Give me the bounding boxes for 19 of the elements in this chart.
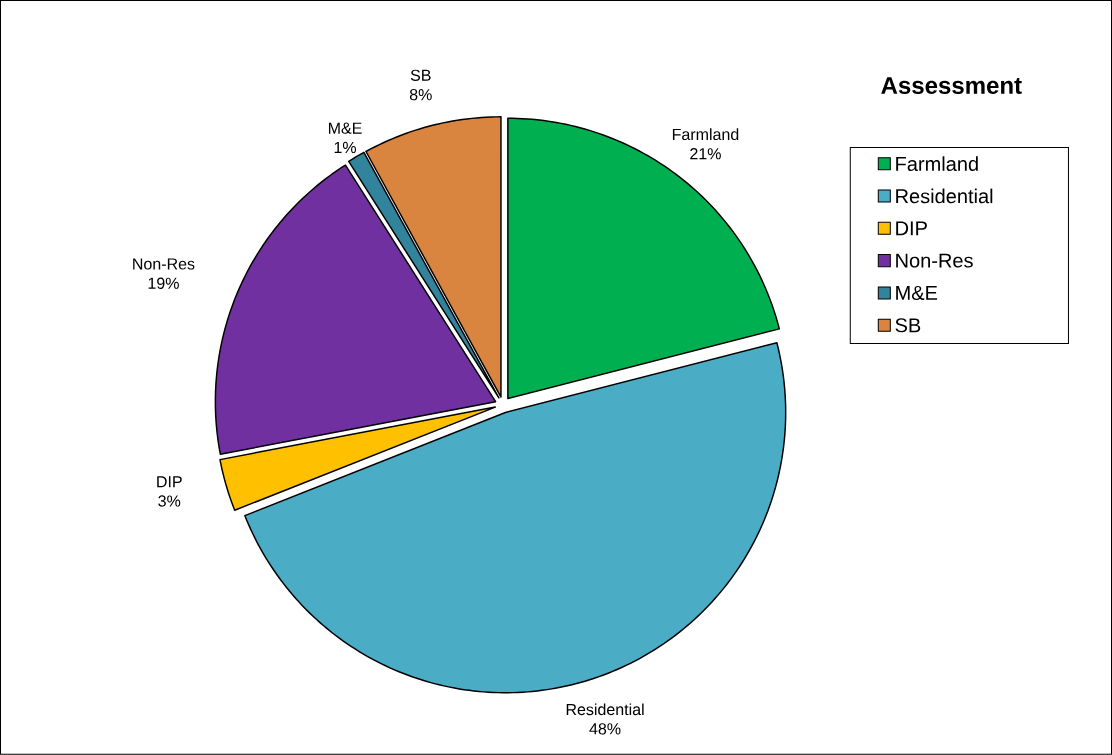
slice-label: SB bbox=[410, 69, 431, 82]
slice-label: DIP bbox=[157, 476, 182, 488]
legend-label: DIP bbox=[896, 221, 927, 236]
data-label: 8% bbox=[409, 89, 432, 101]
data-label: 21% bbox=[690, 148, 721, 160]
chart-title: Assessment bbox=[881, 77, 1022, 95]
legend-label: Farmland bbox=[896, 156, 978, 172]
data-label: 19% bbox=[148, 277, 179, 290]
slice-label: Non-Res bbox=[133, 258, 195, 270]
slice-label: Farmland bbox=[672, 128, 739, 141]
data-label: 48% bbox=[589, 723, 621, 735]
data-label: 1% bbox=[334, 142, 357, 154]
legend-label: M&E bbox=[896, 286, 938, 301]
legend-label: Non-Res bbox=[896, 253, 973, 268]
legend-label: SB bbox=[895, 318, 921, 333]
slice-label: M&E bbox=[328, 122, 362, 134]
slice-label: Residential bbox=[566, 703, 644, 716]
legend-label: Residential bbox=[896, 188, 993, 204]
data-label: 3% bbox=[158, 495, 181, 507]
